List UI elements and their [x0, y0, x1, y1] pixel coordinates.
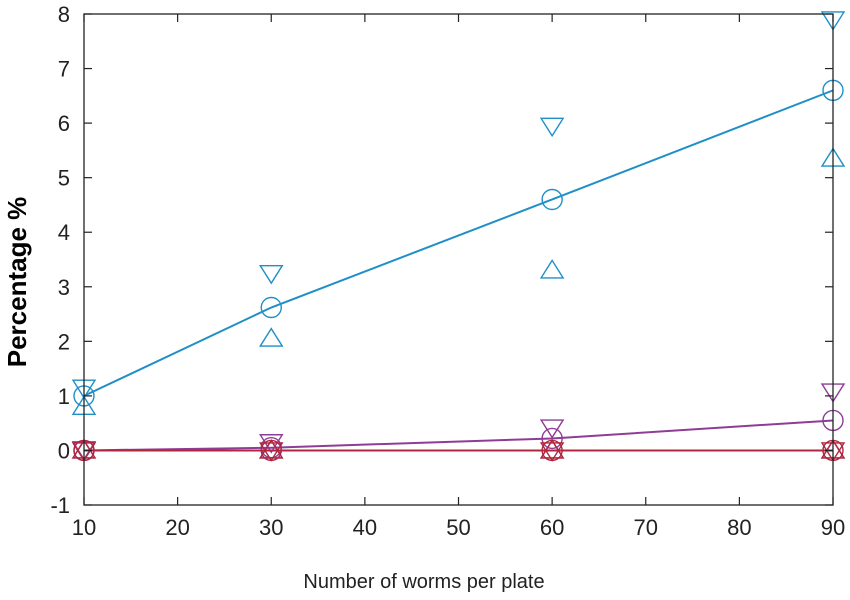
y-axis-title: Percentage %: [2, 197, 32, 368]
x-tick-label: 90: [821, 515, 845, 540]
series-2-tri-down-marker: [539, 419, 565, 439]
x-tick-label: 40: [353, 515, 377, 540]
x-tick-label: 30: [259, 515, 283, 540]
series-2-circle-marker: [541, 427, 563, 450]
plot-frame: [83, 13, 834, 506]
series-3-tri-down-marker: [258, 442, 284, 462]
series-1-tri-down-marker: [820, 11, 846, 31]
series-1-circle-marker: [541, 188, 563, 211]
series-1-line: [83, 89, 834, 397]
y-tick-label: 1: [58, 384, 70, 409]
x-axis-title: Number of worms per plate: [303, 571, 544, 593]
series-1: [71, 11, 846, 415]
x-tick-label: 50: [446, 515, 470, 540]
series-1-tri-down-marker: [539, 117, 565, 138]
y-tick-label: 0: [58, 438, 70, 463]
series-3-tri-up-marker: [539, 439, 565, 459]
x-tick-label: 70: [634, 515, 658, 540]
series-3: [71, 439, 846, 462]
series-3-tri-up-marker: [258, 439, 284, 459]
x-tick-label: 80: [727, 515, 751, 540]
y-tick-label: 7: [58, 57, 70, 82]
series-3-tri-down-marker: [539, 442, 565, 462]
y-tick-label: 8: [58, 2, 70, 27]
x-tick-label: 60: [540, 515, 564, 540]
series-2: [71, 383, 846, 462]
series-1-tri-down-marker: [258, 264, 284, 285]
y-tick-label: 5: [58, 166, 70, 191]
y-tick-label: 3: [58, 275, 70, 300]
y-tick-label: -1: [50, 493, 70, 518]
y-tick-label: 4: [58, 220, 70, 245]
series-1-tri-up-marker: [258, 327, 284, 347]
x-tick-label: 10: [72, 515, 96, 540]
y-tick-label: 6: [58, 111, 70, 136]
x-tick-label: 20: [165, 515, 189, 540]
series-1-tri-up-marker: [539, 259, 565, 279]
series-2-line: [83, 419, 834, 452]
series-1-circle-marker: [260, 296, 282, 319]
y-tick-label: 2: [58, 329, 70, 354]
